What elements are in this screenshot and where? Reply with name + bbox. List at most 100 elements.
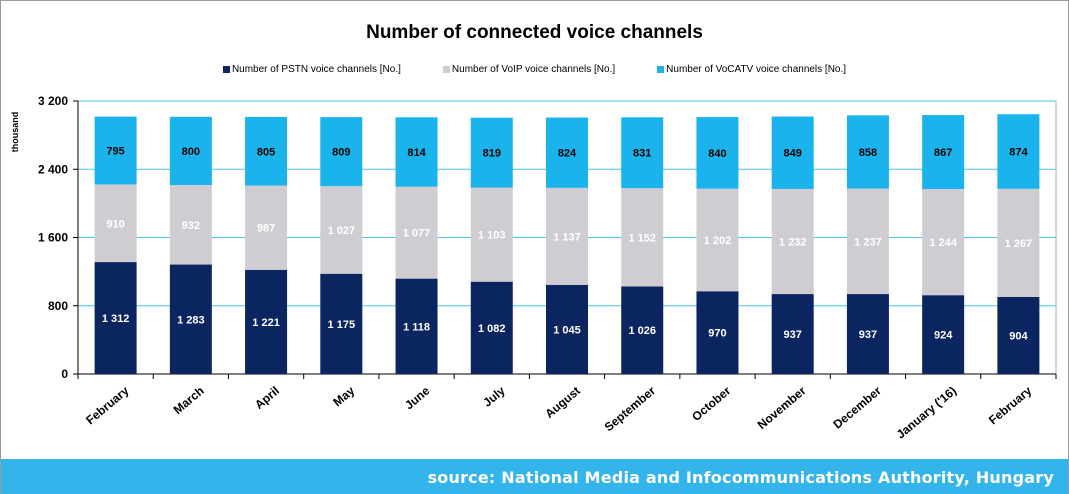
- data-label-vocatv: 824: [558, 148, 577, 160]
- bar-segment-pstn: [846, 294, 889, 374]
- bar-segment-pstn: [997, 296, 1040, 374]
- stacked-bar-chart: 0 800 1 600 2 400 3 200 thousand 1 312 910 795 Fe…: [10, 94, 1057, 442]
- data-label-vocatv: 874: [1009, 147, 1028, 159]
- bar-segment-pstn: [771, 294, 814, 374]
- legend-label-vocatv: Number of VoCATV voice channels [No.]: [666, 63, 847, 75]
- legend-swatch-pstn: [222, 65, 230, 73]
- bar-segment-voip: [94, 184, 137, 263]
- data-label-vocatv: 849: [784, 148, 802, 160]
- bar-segment-vocatv: [169, 116, 212, 186]
- data-label-vocatv: 867: [934, 147, 952, 159]
- data-label-vocatv: 795: [106, 146, 124, 158]
- x-tick-label: November: [755, 383, 809, 432]
- bar-segment-pstn: [320, 273, 363, 374]
- data-label-voip: 1 103: [478, 230, 506, 242]
- data-label-pstn: 970: [708, 328, 726, 340]
- bar-segment-vocatv: [245, 116, 288, 186]
- x-tick-label: August: [542, 384, 583, 421]
- bar-segment-vocatv: [470, 117, 513, 188]
- bar-segment-voip: [696, 188, 739, 292]
- legend-swatch-voip: [442, 65, 450, 73]
- bar-segment-vocatv: [94, 116, 137, 185]
- data-label-voip: 1 237: [854, 236, 882, 248]
- x-tick-label: March: [171, 384, 207, 417]
- legend-item-voip: Number of VoIP voice channels [No.]: [442, 61, 616, 77]
- legend-item-vocatv: Number of VoCATV voice channels [No.]: [657, 61, 846, 77]
- source-band: source: National Media and Infocommunica…: [1, 459, 1068, 494]
- bar-segment-voip: [997, 188, 1040, 297]
- y-tick-label: 800: [48, 299, 68, 313]
- bar-segment-voip: [470, 187, 513, 282]
- data-label-pstn: 937: [784, 329, 802, 341]
- legend-swatch-vocatv: [657, 65, 665, 73]
- data-label-voip: 1 232: [779, 237, 807, 249]
- bar-segment-voip: [395, 186, 438, 279]
- x-tick-label: February: [986, 383, 1035, 427]
- data-label-vocatv: 805: [257, 146, 275, 158]
- data-label-voip: 1 267: [1005, 238, 1033, 250]
- data-label-vocatv: 819: [483, 148, 501, 160]
- source-text: source: National Media and Infocommunica…: [427, 468, 1054, 487]
- data-label-vocatv: 858: [859, 147, 877, 159]
- data-label-voip: 1 202: [704, 235, 732, 247]
- legend-label-pstn: Number of PSTN voice channels [No.]: [231, 63, 401, 75]
- y-tick-label: 3 200: [38, 94, 68, 108]
- x-tick-label: December: [830, 383, 884, 431]
- x-tick-label: June: [402, 383, 433, 412]
- bar-segment-pstn: [546, 284, 588, 374]
- bar-segment-vocatv: [320, 117, 363, 187]
- bar-segment-pstn: [922, 295, 965, 374]
- y-tick-label: 1 600: [38, 231, 68, 245]
- data-label-pstn: 904: [1009, 330, 1028, 342]
- chart-legend: Number of PSTN voice channels [No.] Numb…: [0, 61, 1069, 77]
- data-label-pstn: 1 221: [252, 317, 280, 329]
- data-label-pstn: 1 118: [403, 321, 430, 333]
- bar-segment-voip: [245, 185, 288, 270]
- data-label-voip: 1 244: [929, 237, 957, 249]
- legend-item-pstn: Number of PSTN voice channels [No.]: [222, 61, 401, 77]
- data-label-voip: 987: [257, 223, 275, 235]
- data-label-vocatv: 840: [708, 148, 726, 160]
- data-label-pstn: 1 283: [177, 314, 205, 326]
- data-label-voip: 1 077: [403, 228, 431, 240]
- data-label-voip: 1 137: [553, 231, 581, 243]
- bar-segment-pstn: [169, 264, 212, 374]
- x-tick-label: May: [330, 383, 357, 409]
- bar-segment-pstn: [696, 291, 739, 374]
- data-label-vocatv: 800: [182, 146, 200, 158]
- x-tick-label: September: [602, 383, 659, 434]
- bar-segment-vocatv: [621, 117, 664, 189]
- data-label-voip: 1 152: [628, 232, 656, 244]
- bar-segment-vocatv: [922, 115, 965, 190]
- bar-segment-pstn: [245, 269, 288, 374]
- data-label-pstn: 924: [934, 330, 953, 342]
- bar-segment-pstn: [470, 281, 513, 374]
- legend-label-voip: Number of VoIP voice channels [No.]: [451, 63, 616, 75]
- bar-segment-vocatv: [696, 117, 739, 189]
- data-label-pstn: 1 175: [328, 319, 356, 331]
- bar-segment-voip: [846, 188, 889, 295]
- data-label-vocatv: 831: [633, 148, 651, 160]
- y-tick-label: 2 400: [38, 162, 68, 176]
- y-tick-label: 0: [61, 367, 68, 381]
- data-label-voip: 1 027: [328, 225, 356, 237]
- bar-segment-voip: [922, 189, 965, 296]
- bar-segment-vocatv: [546, 117, 588, 188]
- bar-segment-vocatv: [395, 117, 438, 187]
- bar-segment-voip: [771, 188, 814, 295]
- bar-segment-voip: [169, 185, 212, 265]
- bar-segment-vocatv: [771, 116, 814, 189]
- data-label-pstn: 937: [859, 329, 877, 341]
- bar-segment-voip: [546, 187, 588, 285]
- y-axis-label: thousand: [10, 112, 20, 153]
- data-label-vocatv: 809: [332, 147, 350, 159]
- data-label-pstn: 1 312: [102, 313, 130, 325]
- bar-segment-vocatv: [997, 114, 1040, 189]
- data-label-vocatv: 814: [407, 147, 426, 159]
- x-tick-label: April: [252, 384, 282, 412]
- bar-segment-voip: [320, 186, 363, 274]
- x-tick-label: July: [480, 383, 508, 409]
- data-label-pstn: 1 082: [478, 323, 506, 335]
- bar-segment-pstn: [621, 286, 664, 374]
- data-label-voip: 932: [182, 220, 200, 232]
